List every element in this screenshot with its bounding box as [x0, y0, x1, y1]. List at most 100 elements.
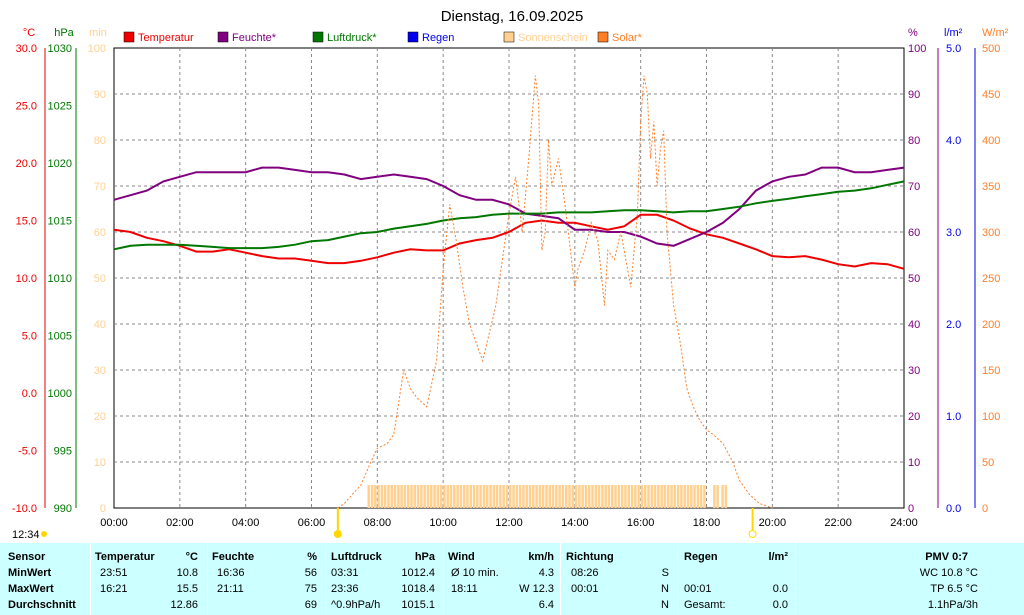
- rain-axis-unit: l/m²: [944, 27, 963, 39]
- x-tick-label: 22:00: [824, 517, 852, 529]
- header-wind-unit: km/h: [528, 551, 554, 563]
- sunshine-bar: [568, 485, 571, 508]
- sunshine-bar: [581, 485, 584, 508]
- sunshine-bar: [380, 485, 384, 508]
- sunshine-bar: [650, 485, 654, 508]
- x-tick-label: 00:00: [100, 517, 128, 529]
- humidity-axis-tick: 50: [908, 273, 920, 285]
- sunshine-bar: [413, 485, 417, 508]
- sunshine-bar: [469, 485, 472, 508]
- sunshine-bar: [680, 485, 683, 508]
- sunshine-bar: [492, 485, 496, 508]
- sunshine-bar: [518, 485, 522, 508]
- solar-axis-tick: 500: [982, 43, 1000, 55]
- wind-time: 18:11: [451, 583, 478, 595]
- sunshine-bar: [489, 485, 492, 508]
- sunshine-bar: [374, 485, 377, 508]
- header-rain-unit: l/m²: [768, 551, 788, 563]
- pmv-value: WC 10.8 °C: [919, 567, 978, 579]
- x-tick-label: 24:00: [890, 517, 918, 529]
- x-tick-label: 12:00: [495, 517, 523, 529]
- sunshine-bar: [617, 485, 621, 508]
- sunshine-bar: [495, 485, 499, 508]
- sunshine-bar: [393, 485, 397, 508]
- temperature-axis-tick: 25.0: [16, 101, 37, 113]
- sunshine-bar: [449, 485, 453, 508]
- sunshine-bar: [653, 485, 657, 508]
- sunshine-bar: [594, 485, 598, 508]
- rain-value: 0.0: [772, 583, 788, 595]
- x-tick-label: 04:00: [232, 517, 260, 529]
- sunshine-bar: [502, 485, 505, 508]
- temperature-axis-tick: 10.0: [16, 273, 37, 285]
- sunshine-bar: [433, 485, 436, 508]
- rain-axis-tick: 2.0: [946, 319, 961, 331]
- pressure-value: 1012.4: [401, 567, 435, 579]
- humidity-axis-tick: 90: [908, 89, 920, 101]
- sunshine-bar: [624, 485, 627, 508]
- rain-axis-tick: 4.0: [946, 135, 961, 147]
- sunshine-bar: [676, 485, 680, 508]
- direction-value: S: [661, 567, 669, 579]
- pmv-value: 1.1hPa/3h: [927, 599, 978, 611]
- sunshine-bar: [643, 485, 647, 508]
- solar-axis-tick: 150: [982, 365, 1000, 377]
- sunshine-axis-tick: 60: [94, 227, 106, 239]
- wind-time: Ø 10 min.: [451, 567, 499, 579]
- sunshine-axis-tick: 20: [94, 411, 106, 423]
- pressure-axis-tick: 1030: [48, 43, 72, 55]
- temperature-axis-tick: -10.0: [12, 503, 37, 515]
- temperature-value: 12.86: [170, 599, 198, 611]
- sunshine-bar: [713, 485, 716, 508]
- sunshine-bar: [367, 485, 370, 508]
- sunshine-bar: [466, 485, 469, 508]
- sunshine-bar: [548, 485, 551, 508]
- temperature-axis-tick: 0.0: [22, 388, 37, 400]
- sunshine-bar: [591, 485, 594, 508]
- rain-axis-tick: 3.0: [946, 227, 961, 239]
- header-humidity: Feuchte: [212, 551, 255, 563]
- sunshine-bar: [406, 485, 410, 508]
- temperature-axis-tick: 30.0: [16, 43, 37, 55]
- temperature-axis-tick: 5.0: [22, 331, 37, 343]
- current-time-label: 12:34: [12, 529, 40, 541]
- temperature-time: 23:51: [100, 567, 128, 579]
- pressure-time: ^0.9hPa/h: [331, 599, 381, 611]
- legend-label: Temperatur: [138, 32, 194, 44]
- sunshine-bar: [515, 485, 519, 508]
- sunshine-bar: [647, 485, 650, 508]
- sunshine-bar: [670, 485, 673, 508]
- humidity-axis-tick: 80: [908, 135, 920, 147]
- temperature-value: 10.8: [176, 567, 198, 579]
- series-line-humidity: [113, 166, 905, 247]
- legend-label: Solar*: [612, 32, 643, 44]
- sunshine-axis-tick: 90: [94, 89, 106, 101]
- sunshine-bar: [387, 485, 390, 508]
- humidity-time: 16:36: [217, 567, 245, 579]
- solar-axis-tick: 100: [982, 411, 1000, 423]
- sunshine-bar: [627, 485, 630, 508]
- sunshine-bar: [459, 485, 463, 508]
- sunshine-bar: [614, 485, 617, 508]
- sunshine-axis-tick: 30: [94, 365, 106, 377]
- x-tick-label: 06:00: [298, 517, 326, 529]
- sunshine-bar: [716, 485, 719, 508]
- pressure-axis-tick: 1000: [48, 388, 72, 400]
- header-pmv: PMV 0:7: [925, 551, 968, 563]
- sunset-icon: [748, 530, 757, 538]
- humidity-value: 69: [304, 599, 317, 611]
- legend-label: Sonnenschein: [518, 32, 588, 44]
- sunshine-bar: [640, 485, 644, 508]
- legend-swatch: [503, 31, 515, 43]
- rain-axis-tick: 0.0: [946, 503, 961, 515]
- grid: [113, 47, 905, 509]
- sunshine-bar: [400, 485, 403, 508]
- temperature-value: 15.5: [176, 583, 198, 595]
- axes: 00:00 02:00 04:00 06:00 08:00 10:00 12:00 14:00…: [12, 27, 1009, 541]
- humidity-axis-unit: %: [908, 27, 918, 39]
- pressure-value: 1015.1: [401, 599, 435, 611]
- sunshine-bar: [436, 485, 440, 508]
- series-lines: [113, 75, 905, 509]
- column-separator: [677, 543, 678, 615]
- sunshine-bar: [485, 485, 489, 508]
